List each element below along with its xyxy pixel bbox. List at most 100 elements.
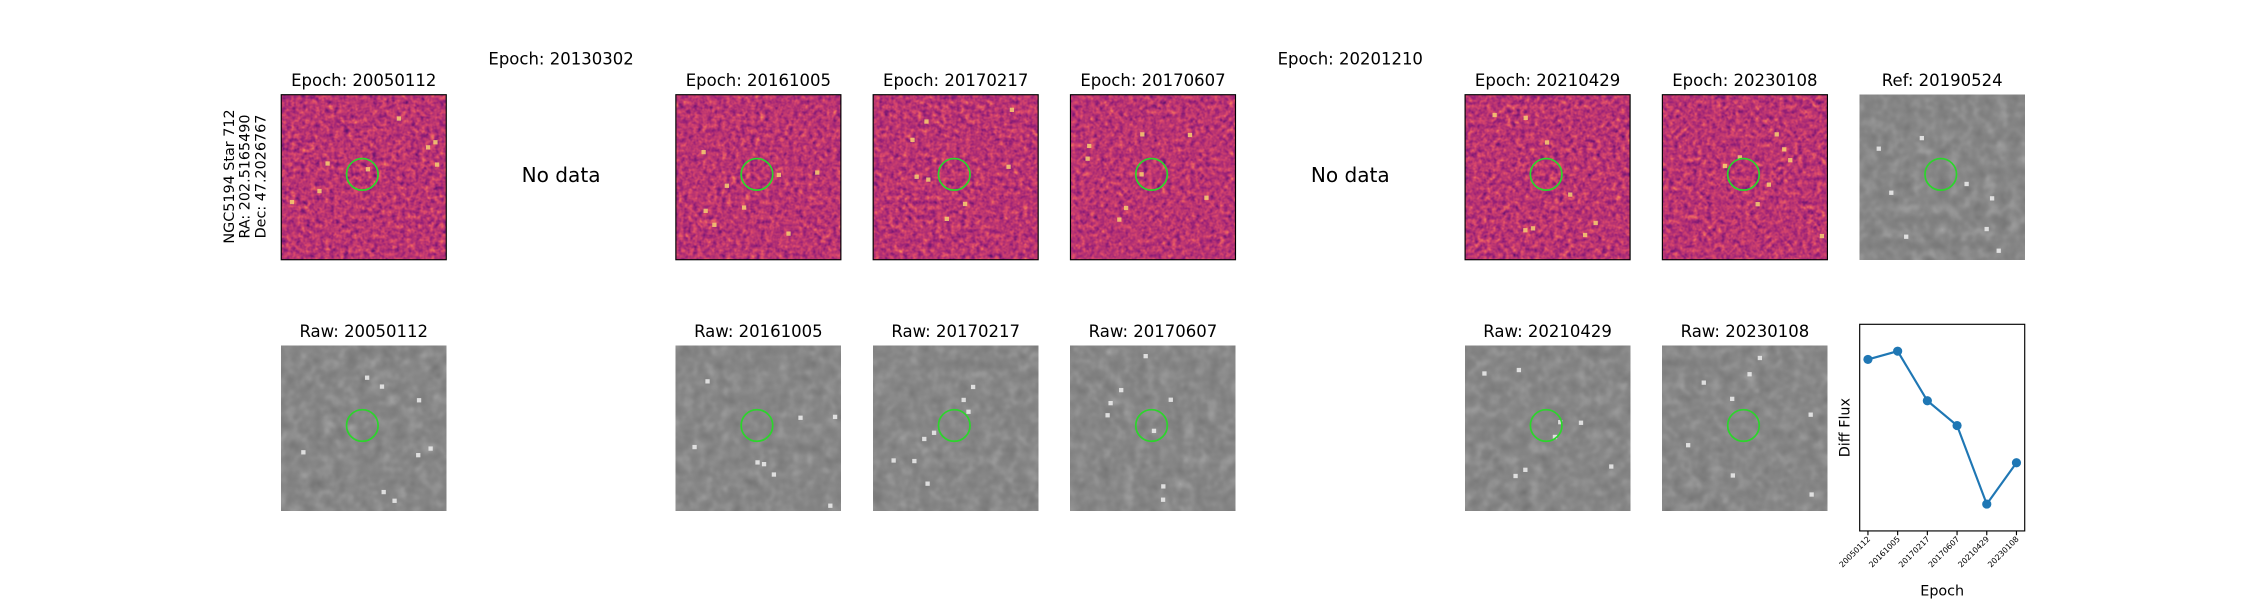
panel-title: Epoch: 20170217: [883, 71, 1028, 90]
star: [1904, 234, 1909, 239]
star: [771, 472, 777, 477]
star: [931, 430, 937, 435]
star: [914, 174, 919, 179]
panel-title: Raw: 20230108: [1681, 322, 1810, 341]
star: [1168, 397, 1173, 402]
diff-image: [873, 94, 1039, 260]
side-label: RA: 202.5165490: [238, 114, 254, 238]
star: [1757, 355, 1763, 361]
x-axis-label: Epoch: [1920, 584, 1964, 600]
star: [924, 119, 929, 124]
plot-frame: [1859, 323, 2026, 532]
aperture: [1529, 408, 1563, 443]
star: [1085, 156, 1090, 161]
aperture: [1134, 408, 1169, 443]
star: [1105, 413, 1110, 418]
star: [1766, 182, 1772, 187]
star: [416, 398, 422, 403]
star: [1151, 428, 1157, 434]
star: [1919, 135, 1924, 141]
star: [1809, 492, 1814, 497]
star: [1552, 434, 1558, 440]
frame: [1661, 94, 1828, 261]
frame: [280, 94, 447, 261]
star: [1204, 195, 1209, 200]
panel-title: Raw: 20050112: [299, 322, 428, 341]
star: [1593, 220, 1598, 226]
star: [1513, 473, 1518, 479]
frame: [1464, 94, 1631, 261]
star: [912, 458, 917, 464]
line: [1867, 349, 2018, 507]
diff-image: [1662, 94, 1828, 260]
star: [1006, 164, 1011, 169]
star: [289, 199, 295, 205]
star: [1755, 202, 1760, 207]
star: [910, 137, 915, 143]
side-label: Dec: 47.2026767: [253, 115, 269, 239]
frame: [1069, 94, 1237, 261]
star: [1108, 400, 1113, 406]
star: [1161, 484, 1166, 489]
star: [1119, 387, 1124, 393]
panel-title: Raw: 20170607: [1089, 322, 1218, 341]
point: [1952, 420, 1962, 431]
star: [1523, 467, 1528, 472]
star: [301, 450, 306, 455]
aperture: [1134, 157, 1169, 191]
frame: [675, 94, 842, 261]
star: [1737, 155, 1743, 160]
raw-image: [1465, 345, 1631, 511]
aperture: [937, 157, 971, 191]
raw-image: [1070, 345, 1236, 511]
diff-image: [281, 94, 447, 260]
star: [1568, 192, 1573, 197]
star: [1747, 372, 1752, 377]
panel-title: Epoch: 20161005: [686, 71, 831, 90]
aperture: [937, 408, 971, 443]
aperture: [740, 157, 774, 191]
star: [832, 414, 838, 420]
panel-title: Epoch: 20210429: [1475, 71, 1620, 90]
star: [416, 453, 421, 458]
star: [1578, 420, 1584, 425]
diff-image: [1070, 94, 1236, 260]
star: [1819, 233, 1825, 239]
star: [433, 140, 438, 145]
diff-image: [675, 94, 841, 260]
star: [1087, 143, 1092, 149]
star: [1701, 380, 1706, 385]
star: [1782, 147, 1787, 152]
panel-title: Epoch: 20130302: [488, 50, 633, 69]
no-data: No data: [522, 163, 601, 187]
star: [1140, 132, 1145, 137]
aperture: [1924, 157, 1958, 191]
point: [1893, 346, 1903, 356]
star: [925, 481, 930, 486]
star: [1544, 140, 1550, 145]
aperture: [1726, 408, 1761, 443]
star: [926, 177, 931, 182]
star: [379, 384, 385, 389]
aperture: [1726, 157, 1761, 191]
panel-title: Epoch: 20050112: [291, 71, 436, 90]
star: [786, 231, 791, 236]
panel-title: Epoch: 20230108: [1672, 71, 1817, 90]
star: [1492, 112, 1497, 118]
raw-image: [675, 345, 841, 511]
star: [755, 460, 760, 465]
star: [1964, 181, 1969, 187]
star: [1984, 226, 1989, 232]
star: [1123, 205, 1129, 211]
raw-image: [1859, 94, 2025, 260]
star: [428, 446, 433, 451]
star: [776, 172, 782, 178]
star: [1139, 172, 1144, 177]
star: [392, 498, 397, 503]
star: [364, 375, 370, 380]
side-label: NGC5194 Star 712: [222, 109, 238, 243]
star: [692, 444, 697, 450]
star: [365, 167, 371, 172]
